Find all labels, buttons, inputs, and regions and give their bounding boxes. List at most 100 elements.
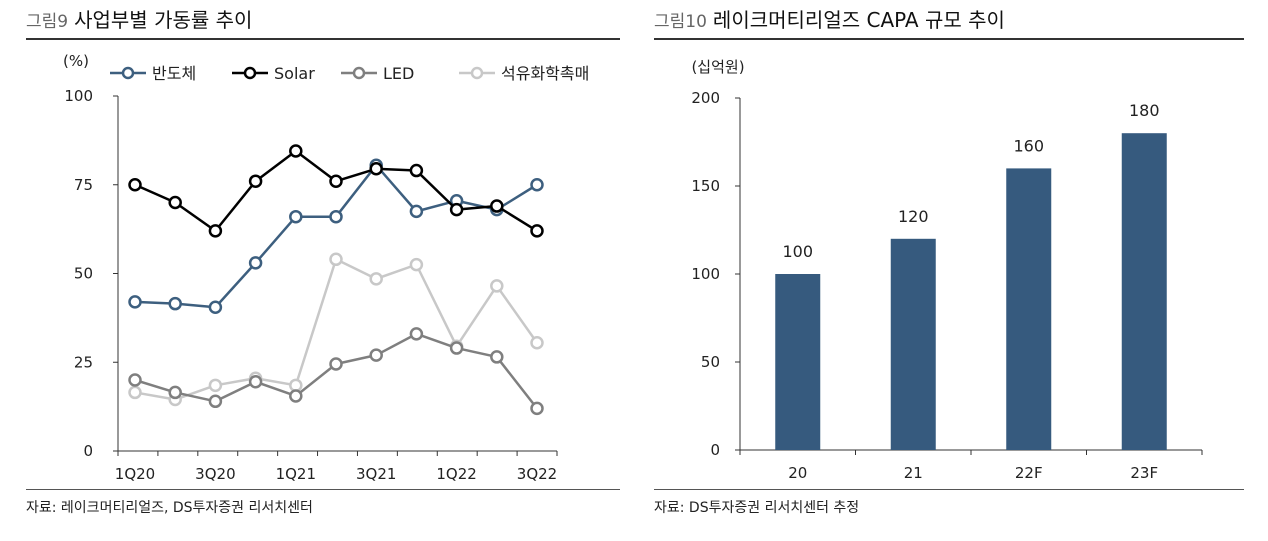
data-label: 160 (1013, 136, 1044, 155)
y-tick-label: 150 (691, 177, 720, 195)
legend-swatch-marker (470, 66, 484, 80)
figure-label: 그림10 (654, 12, 707, 32)
data-point (490, 199, 504, 213)
y-axis-unit: (%) (63, 52, 89, 70)
left-chart-panel: 그림9 사업부별 가동률 추이 0 25 50 75 100 (%) 1Q20 3Q20 1Q21… (0, 0, 620, 541)
x-tick-label: 3Q20 (195, 465, 235, 483)
data-point (168, 296, 182, 311)
legend-item: Solar (232, 64, 315, 83)
data-point (289, 144, 303, 158)
data-label: 180 (1129, 101, 1160, 120)
series-line (134, 258, 539, 401)
data-point (329, 357, 343, 371)
bar-chart: 0 50 100 150 200 (십억원) 100 20 120 21 160 22F 180 23F (691, 58, 1203, 482)
legend: 반도체 Solar LED 석유화학촉매 (110, 64, 589, 83)
data-point (409, 163, 424, 178)
legend-label: LED (383, 64, 414, 83)
bar (775, 274, 821, 450)
data-point (168, 195, 182, 210)
data-point (490, 279, 504, 293)
bottom-rule (654, 489, 1244, 490)
data-point (369, 348, 383, 362)
y-axis-unit: (십억원) (691, 58, 744, 76)
data-point (490, 350, 504, 364)
y-tick-label: 50 (74, 265, 93, 283)
series-LED (128, 327, 544, 416)
right-chart-panel: 그림10 레이크머티리얼즈 CAPA 규모 추이 0 50 100 150 200 (십억원… (652, 0, 1268, 541)
data-point (369, 272, 383, 286)
y-tick-label: 0 (83, 442, 93, 460)
data-point (449, 341, 464, 355)
y-tick-label: 50 (701, 353, 720, 371)
data-point (369, 162, 383, 176)
x-tick-label: 1Q22 (436, 465, 476, 483)
bottom-rule (26, 489, 620, 490)
x-tick-label: 1Q20 (115, 465, 155, 483)
y-tick-label: 0 (710, 441, 720, 459)
data-point (530, 401, 544, 416)
bar (890, 238, 936, 450)
data-point (128, 373, 142, 387)
x-tick-label: 21 (904, 464, 923, 482)
chart-title: 그림9 사업부별 가동률 추이 (26, 4, 252, 33)
y-tick-label: 75 (74, 176, 93, 194)
top-rule (654, 38, 1244, 40)
x-tick-label: 1Q21 (276, 465, 316, 483)
legend-swatch-marker (243, 66, 257, 80)
y-tick-label: 100 (691, 265, 720, 283)
data-point (208, 300, 223, 314)
data-label: 120 (898, 207, 929, 226)
data-point (289, 209, 303, 224)
chart-title: 그림10 레이크머티리얼즈 CAPA 규모 추이 (654, 4, 1005, 33)
x-tick-label: 22F (1015, 464, 1043, 482)
top-rule (26, 38, 620, 40)
y-tick-label: 200 (691, 89, 720, 107)
data-label: 100 (782, 242, 813, 261)
legend-swatch-marker (352, 66, 366, 80)
data-point (128, 385, 142, 400)
series-반도체 (128, 158, 544, 314)
x-tick-label: 3Q22 (517, 465, 557, 483)
data-point (248, 375, 263, 389)
data-point (409, 257, 424, 272)
data-point (208, 224, 223, 238)
series-line (134, 332, 538, 410)
line-chart: 0 25 50 75 100 (%) 1Q20 3Q20 1Q21 3Q21 1Q22 3Q22 반도체… (63, 52, 589, 483)
series-Solar (128, 144, 544, 238)
figure-title: 레이크머티리얼즈 CAPA 규모 추이 (712, 8, 1005, 32)
data-point (208, 378, 223, 393)
legend-label: Solar (274, 64, 315, 83)
data-point (530, 335, 544, 350)
figure-label: 그림9 (26, 12, 69, 32)
data-point (530, 224, 544, 238)
data-point (248, 174, 263, 188)
bar (1006, 168, 1052, 450)
legend-item: 석유화학촉매 (459, 64, 589, 83)
x-tick-label: 3Q21 (356, 465, 396, 483)
data-point (168, 385, 182, 400)
data-point (530, 178, 544, 192)
data-point (329, 174, 343, 188)
data-point (409, 204, 424, 219)
y-tick-label: 100 (64, 87, 93, 105)
y-tick-label: 25 (74, 353, 93, 371)
bar (1121, 133, 1167, 450)
data-point (449, 202, 464, 217)
legend-label: 석유화학촉매 (501, 64, 589, 83)
source-note: 자료: 레이크머티리얼즈, DS투자증권 리서치센터 (26, 500, 313, 516)
data-point (248, 256, 263, 270)
x-tick-label: 23F (1130, 464, 1158, 482)
data-point (289, 378, 303, 393)
data-point (329, 209, 343, 224)
figure-title: 사업부별 가동률 추이 (74, 8, 253, 32)
data-point (409, 327, 424, 341)
data-point (128, 295, 142, 309)
legend-item: 반도체 (110, 64, 196, 83)
data-point (289, 389, 303, 403)
legend-swatch-marker (121, 66, 135, 80)
legend-label: 반도체 (152, 64, 196, 83)
data-point (208, 394, 223, 409)
data-point (329, 252, 343, 267)
x-tick-label: 20 (788, 464, 807, 482)
source-note: 자료: DS투자증권 리서치센터 추정 (654, 500, 860, 516)
